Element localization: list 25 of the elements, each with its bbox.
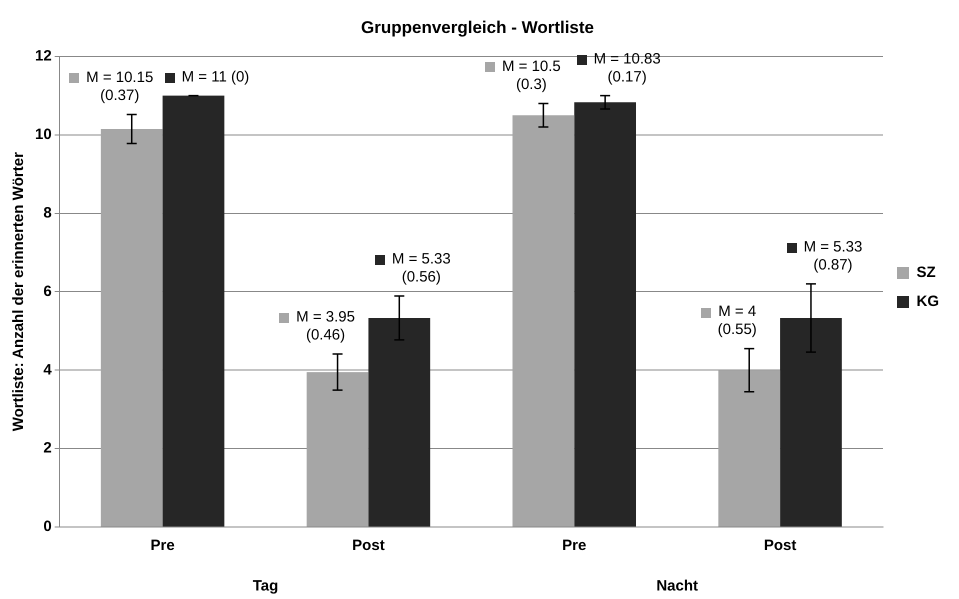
text: Tag [252,578,278,595]
x-tick-label: Pre [150,537,175,554]
data-label: M = 10.15 (0.37) [86,69,154,104]
y-tick-label: 4 [43,361,52,378]
y-tick-label: 10 [34,126,52,143]
x-tick-label: Post [764,537,796,554]
y-tick-label: 8 [43,204,52,222]
legend-label: KG [916,293,939,310]
y-tick-label: 12 [34,48,52,65]
legend-label: SZ [916,264,936,282]
y-tick-label: 2 [43,440,52,457]
data-label: M = 5.33 (0.87) [804,238,862,274]
y-axis-title: Wortliste: Anzahl der erinnerten Wörter [10,152,28,432]
x-tick-label: Pre [562,537,586,554]
data-label: M = 11 (0) [182,68,250,86]
chart-title: Gruppenvergleich - Wortliste [360,18,594,37]
text: Nacht [656,578,698,595]
x-tick-label: Post [352,537,385,554]
data-label: M = 10.5 (0.3) [502,58,561,94]
data-label: M = 10.83 (0.17) [594,50,661,86]
y-tick-label: 0 [43,518,52,536]
data-label: M = 4 (0.55) [718,303,757,338]
y-tick-label: 6 [43,282,52,300]
data-label: M = 5.33 (0.56) [392,250,451,286]
data-label: M = 3.95 (0.46) [296,308,355,344]
